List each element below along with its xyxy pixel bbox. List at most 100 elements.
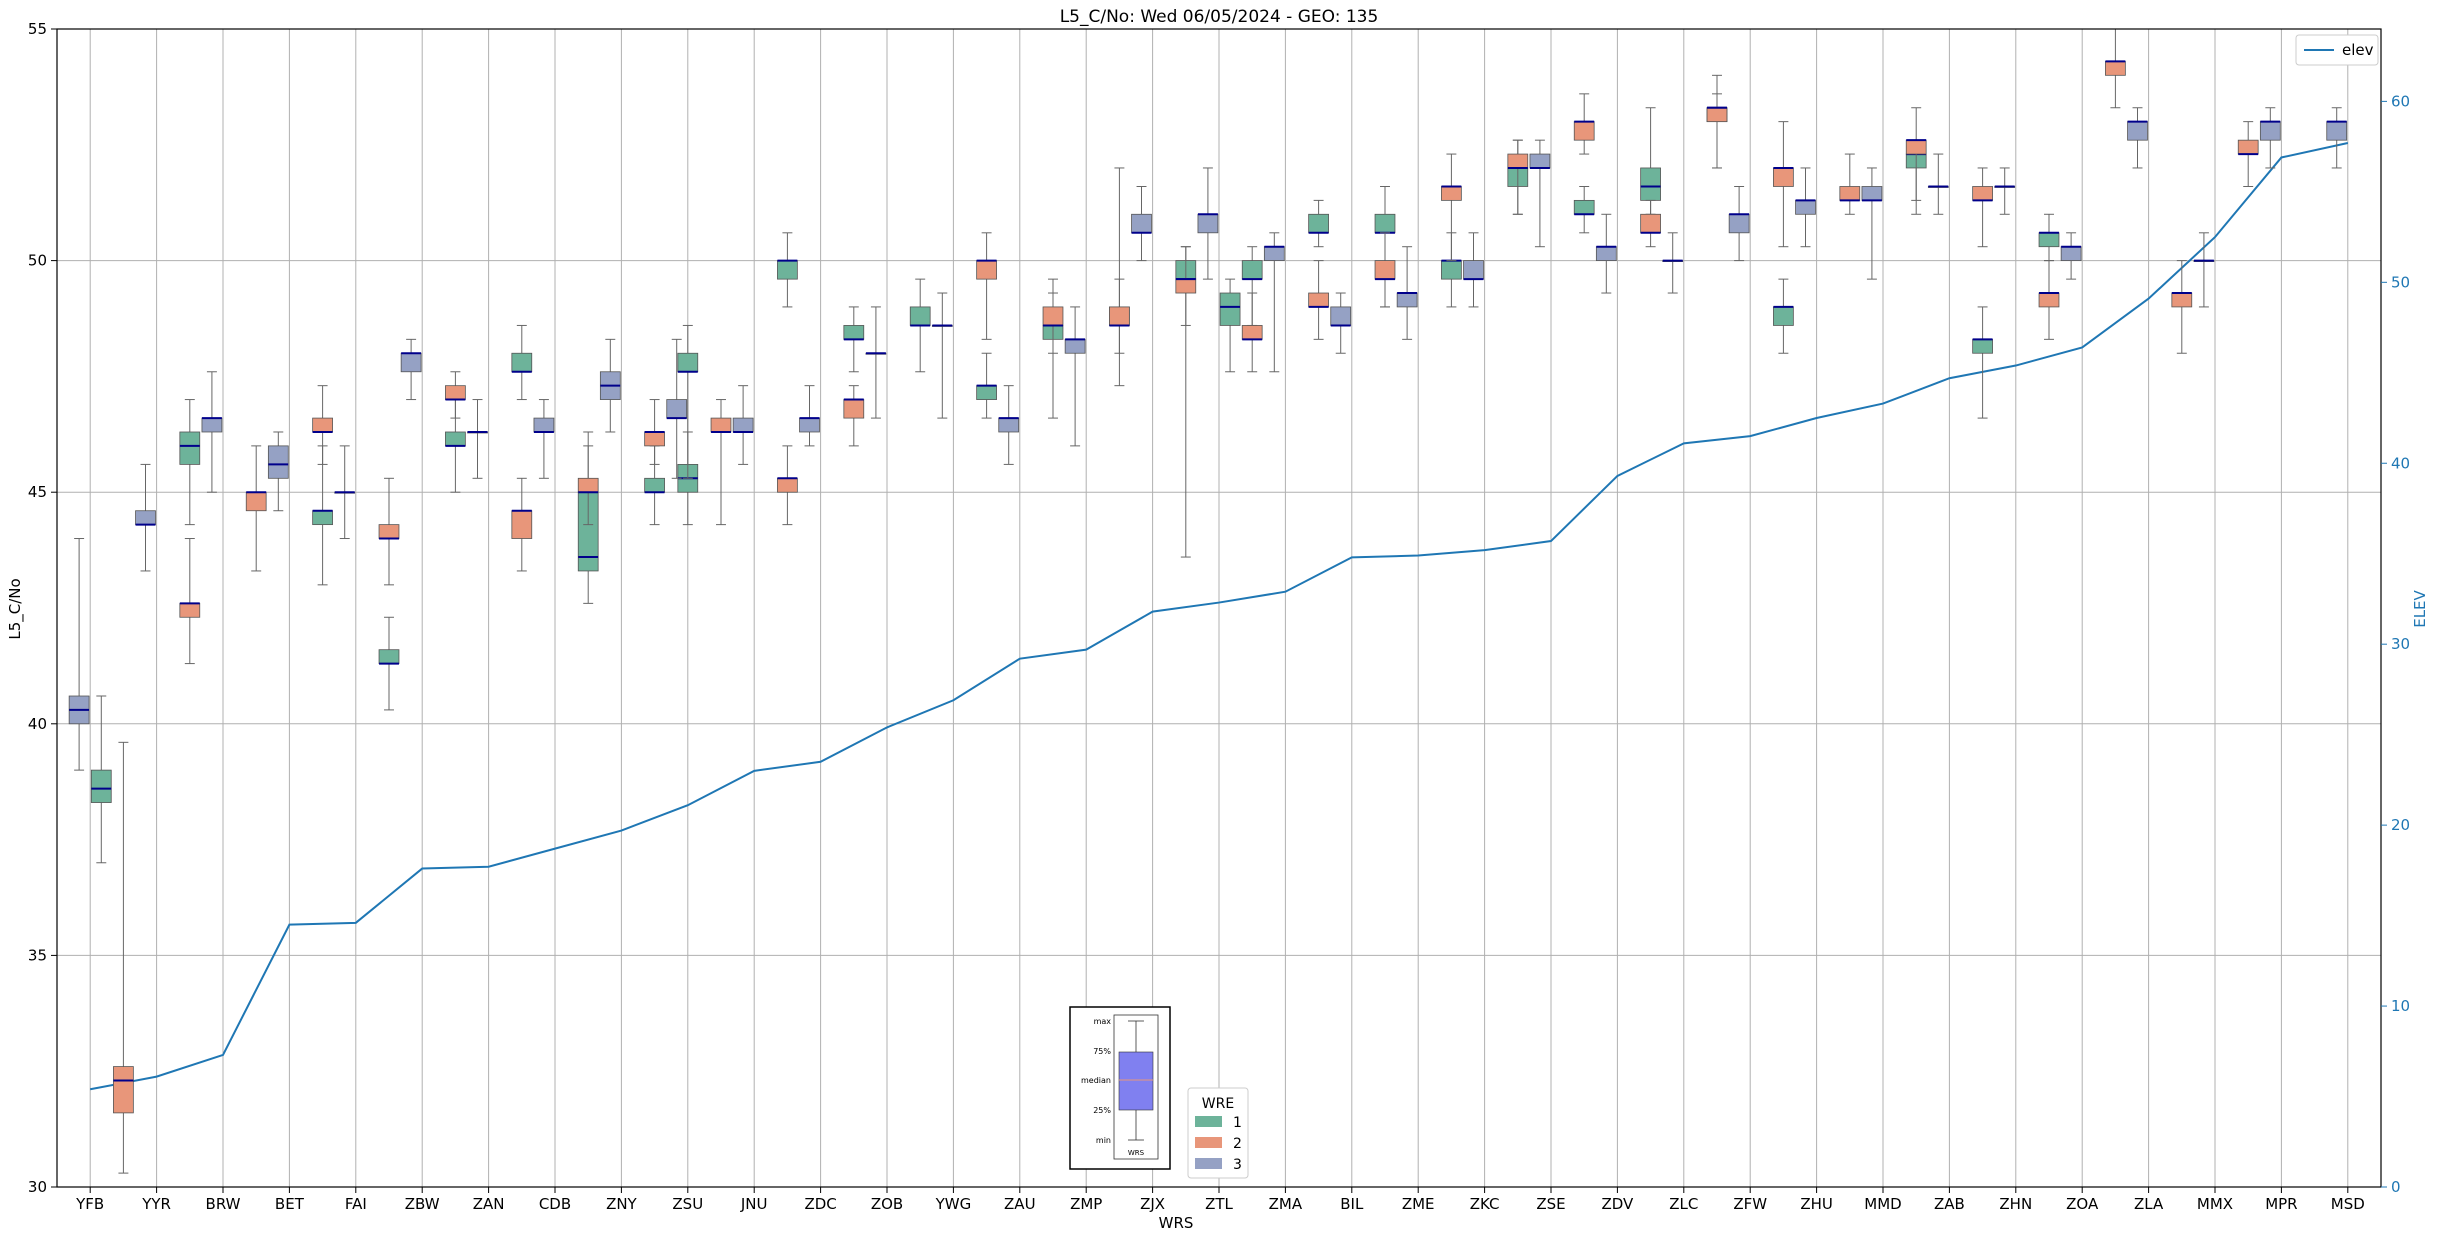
box-wre1-9	[677, 324, 699, 479]
box-iqr	[976, 260, 997, 280]
box-wre2-11	[843, 385, 865, 447]
box-iqr	[2038, 292, 2060, 308]
box-wre3-29	[1994, 167, 2016, 215]
inset-label-min: min	[1096, 1136, 1111, 1145]
x-tick-label-ZAB: ZAB	[1934, 1195, 1965, 1213]
box-iqr	[1064, 338, 1086, 354]
box-wre2-30	[2171, 260, 2193, 354]
box-iqr	[843, 399, 865, 419]
box-explanation-inset: max 75% median 25% min WRS	[1069, 1006, 1171, 1170]
y-axis-label: L5_C/No	[6, 578, 25, 639]
box-wre1-11	[843, 306, 865, 373]
y2-tick-label-40: 40	[2391, 454, 2410, 472]
box-iqr	[1773, 306, 1794, 326]
y2-tick-label-10: 10	[2391, 997, 2410, 1015]
y2-axis-label: ELEV	[2411, 589, 2429, 627]
legend-wre-swatch-1	[1195, 1116, 1222, 1127]
box-iqr	[1396, 292, 1418, 308]
box-iqr	[2105, 61, 2126, 76]
x-tick-label-ZBW: ZBW	[405, 1195, 440, 1213]
box-wre2-5	[445, 371, 466, 419]
box-iqr	[1795, 199, 1816, 215]
box-wre1-19	[1308, 199, 1329, 248]
box-wre3-31	[2127, 107, 2148, 169]
x-tick-label-ZHN: ZHN	[1999, 1195, 2032, 1213]
box-iqr	[2127, 121, 2148, 141]
box-wre3-33	[2259, 107, 2281, 169]
box-iqr	[2171, 292, 2193, 308]
box-iqr	[1308, 292, 1329, 308]
box-wre3-25	[1728, 185, 1750, 262]
box-iqr	[90, 769, 112, 803]
x-tick-label-BRW: BRW	[206, 1195, 241, 1213]
box-wre3-10	[732, 385, 754, 465]
box-iqr	[1263, 246, 1285, 261]
box-wre3-21	[1463, 232, 1484, 308]
x-tick-label-ZAN: ZAN	[473, 1195, 505, 1213]
box-iqr	[1374, 260, 1396, 280]
x-tick-label-ZFW: ZFW	[1733, 1195, 1767, 1213]
box-iqr	[445, 385, 466, 400]
box-wre1-0	[90, 695, 112, 864]
x-tick-label-ZMP: ZMP	[1070, 1195, 1102, 1213]
box-iqr	[312, 417, 333, 433]
y-tick-label-30: 30	[28, 1178, 47, 1196]
box-wre2-14	[1109, 167, 1130, 354]
box-wre3-32	[2193, 232, 2215, 308]
box-iqr	[799, 417, 820, 433]
boxes-layer	[68, 28, 2348, 1174]
box-wre3-14	[998, 385, 1020, 465]
box-iqr	[2259, 121, 2281, 141]
box-iqr	[511, 352, 533, 373]
y-tick-label-50: 50	[28, 252, 47, 270]
box-wre1-23	[1573, 185, 1595, 234]
box-wre3-0	[68, 538, 90, 771]
elev-line	[90, 142, 2349, 1091]
box-wre2-24	[1773, 121, 1794, 248]
box-iqr	[1573, 121, 1595, 141]
box-iqr	[378, 524, 400, 539]
box-wre3-12	[865, 306, 887, 419]
box-iqr	[1330, 306, 1352, 326]
box-wre3-7	[533, 399, 555, 479]
box-iqr	[577, 477, 599, 493]
box-wre3-13	[931, 292, 953, 419]
box-wre3-17	[1197, 167, 1219, 280]
x-tick-label-BET: BET	[275, 1195, 305, 1213]
box-wre3-15	[1064, 306, 1086, 447]
box-wre2-0	[113, 741, 134, 1174]
box-iqr	[533, 417, 555, 433]
legend-wre-swatch-2	[1195, 1137, 1222, 1148]
x-tick-label-ZKC: ZKC	[1470, 1195, 1500, 1213]
box-iqr	[1131, 213, 1152, 234]
box-iqr	[677, 352, 699, 373]
y-tick-label-40: 40	[28, 715, 47, 733]
legend-wre: WRE 1 2 3	[1187, 1087, 1249, 1179]
box-wre1-1	[179, 399, 201, 526]
box-wre2-22	[1640, 199, 1661, 248]
box-wre2-6	[511, 477, 533, 572]
box-iqr	[201, 417, 223, 433]
x-tick-label-ZLC: ZLC	[1669, 1195, 1698, 1213]
box-iqr	[843, 325, 865, 340]
box-iqr	[511, 510, 533, 539]
box-iqr	[378, 649, 400, 664]
box-iqr	[245, 491, 267, 512]
box-wre2-10	[777, 445, 798, 526]
box-iqr	[1905, 139, 1927, 155]
box-wre2-20	[1507, 139, 1529, 215]
box-iqr	[1374, 213, 1396, 234]
chart-title: L5_C/No: Wed 06/05/2024 - GEO: 135	[1060, 7, 1379, 27]
box-wre2-31	[2237, 121, 2259, 187]
box-iqr	[998, 417, 1020, 433]
x-tick-label-JNU: JNU	[740, 1195, 768, 1213]
box-wre1-5	[511, 324, 533, 401]
box-iqr	[1197, 213, 1219, 234]
box-wre3-20	[1396, 246, 1418, 340]
box-wre1-24	[1640, 107, 1661, 215]
box-iqr	[2237, 139, 2259, 155]
box-iqr	[179, 431, 201, 465]
legend-wre-swatch-3	[1195, 1158, 1222, 1169]
